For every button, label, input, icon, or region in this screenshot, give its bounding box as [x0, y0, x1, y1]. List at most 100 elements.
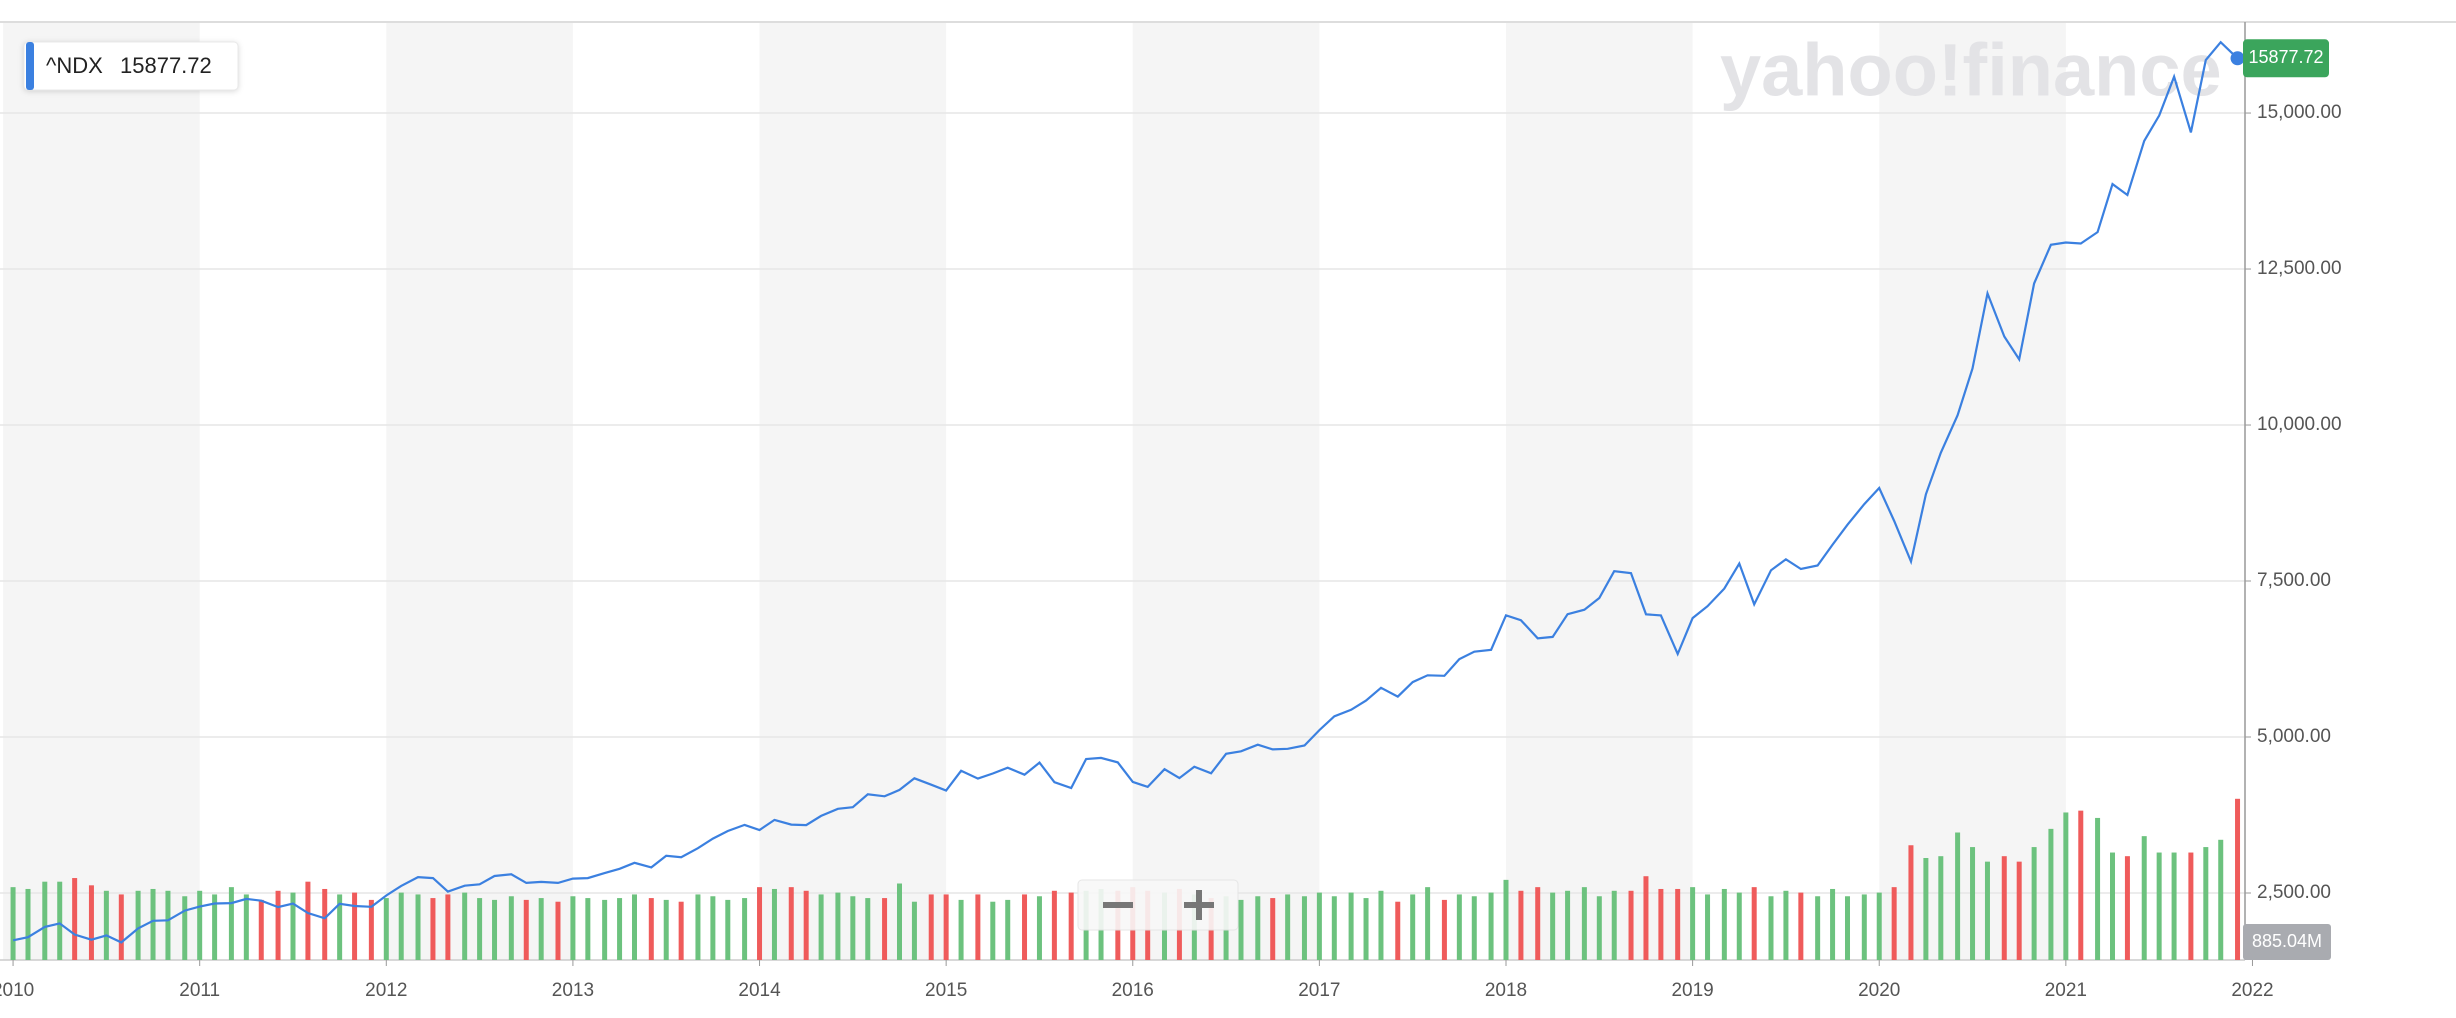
volume-bar — [1845, 896, 1851, 960]
volume-bar — [757, 887, 763, 960]
volume-bar — [835, 892, 841, 960]
y-tick-label: 12,500.00 — [2257, 258, 2342, 279]
volume-bar — [2141, 836, 2147, 960]
volume-bar — [88, 885, 94, 960]
volume-bar — [398, 892, 404, 960]
y-tick-label: 2,500.00 — [2257, 882, 2331, 903]
volume-bar — [462, 892, 468, 960]
y-tick-label: 5,000.00 — [2257, 726, 2331, 747]
volume-bar — [1705, 894, 1711, 960]
x-tick-label: 2015 — [925, 980, 967, 1001]
volume-bar — [1798, 892, 1804, 960]
volume-bar — [290, 892, 296, 960]
volume-bar — [1051, 890, 1057, 960]
zoom-in[interactable] — [1196, 890, 1202, 920]
volume-bar — [1410, 894, 1416, 960]
volume-bar — [118, 894, 124, 960]
volume-bar — [1068, 892, 1074, 960]
volume-bar — [2048, 828, 2054, 960]
volume-bar — [415, 894, 421, 960]
volume-bar — [1518, 890, 1524, 960]
volume-bar — [2063, 812, 2069, 960]
volume-bar — [975, 894, 981, 960]
volume-bar — [1348, 892, 1354, 960]
volume-bar — [2188, 852, 2194, 960]
volume-bar — [1891, 887, 1897, 960]
last-price-badge — [2243, 39, 2329, 78]
last-volume-label: 885.04M — [2252, 931, 2322, 951]
volume-bar — [1270, 898, 1276, 960]
volume-bar — [1675, 888, 1681, 960]
volume-bar — [1783, 890, 1789, 960]
volume-bar — [1503, 879, 1509, 960]
last-volume-badge — [2243, 924, 2331, 960]
volume-bar — [1488, 892, 1494, 960]
zoom-out[interactable] — [1103, 902, 1133, 908]
volume-bar — [882, 898, 888, 960]
last-price-label: 15877.72 — [2248, 47, 2323, 67]
volume-bar — [477, 898, 483, 960]
volume-bar — [631, 894, 637, 960]
volume-bar — [788, 887, 794, 960]
volume-bar — [1550, 892, 1556, 960]
volume-bar — [1596, 896, 1602, 960]
volume-bar — [911, 901, 917, 960]
year-bands — [3, 22, 2066, 960]
volume-bar — [10, 887, 16, 960]
volume-bar — [1938, 856, 1944, 960]
volume-bar — [212, 894, 218, 960]
volume-bar — [617, 898, 623, 960]
volume-bar — [1363, 898, 1369, 960]
x-tick-label: 2011 — [179, 980, 220, 1001]
volume-bar — [368, 899, 374, 960]
volume-bar — [1441, 899, 1447, 960]
volume-bar — [1022, 894, 1028, 960]
volume-bar — [1471, 896, 1477, 960]
volume-bar — [928, 894, 934, 960]
volume-bar — [943, 894, 949, 960]
volume-bar — [1005, 899, 1011, 960]
legend-value: 15877.72 — [120, 53, 212, 78]
volume-bar — [25, 888, 31, 960]
year-band — [759, 22, 947, 960]
volume-bar — [1815, 896, 1821, 960]
x-tick-label: 2014 — [738, 980, 781, 1001]
volume-bar — [725, 899, 731, 960]
volume-bar — [1316, 892, 1322, 960]
volume-bar — [990, 901, 996, 960]
volume-bar — [1830, 888, 1836, 960]
volume-bar — [72, 878, 78, 960]
volume-bar — [1955, 832, 1961, 960]
volume-bar — [165, 890, 171, 960]
volume-bar — [42, 881, 48, 960]
last-point — [2230, 51, 2245, 66]
x-tick-label: 2017 — [1298, 980, 1340, 1001]
volume-bar — [865, 898, 871, 960]
volume-bar — [695, 894, 701, 960]
y-tick-label: 15,000.00 — [2257, 102, 2342, 123]
year-band — [1505, 22, 1693, 960]
volume-bar — [1565, 890, 1571, 960]
volume-bar — [523, 899, 529, 960]
volume-bar — [492, 899, 498, 960]
volume-bar — [1721, 888, 1727, 960]
volume-bar — [2203, 847, 2209, 960]
volume-bar — [57, 881, 63, 960]
volume-bar — [135, 890, 141, 960]
x-tick-label: 2012 — [365, 980, 407, 1001]
volume-bar — [1861, 894, 1867, 960]
volume-bar — [1395, 901, 1401, 960]
volume-bar — [1036, 896, 1042, 960]
year-band — [386, 22, 573, 960]
volume-bar — [2110, 852, 2116, 960]
volume-bar — [1301, 896, 1307, 960]
y-tick-label: 10,000.00 — [2257, 414, 2342, 435]
volume-bar — [150, 888, 156, 960]
volume-bar — [1285, 894, 1291, 960]
volume-bar — [228, 887, 234, 960]
volume-bar — [1628, 890, 1634, 960]
volume-bar — [1425, 887, 1431, 960]
x-tick-label: 2020 — [1858, 980, 1900, 1001]
year-band — [1132, 22, 1320, 960]
